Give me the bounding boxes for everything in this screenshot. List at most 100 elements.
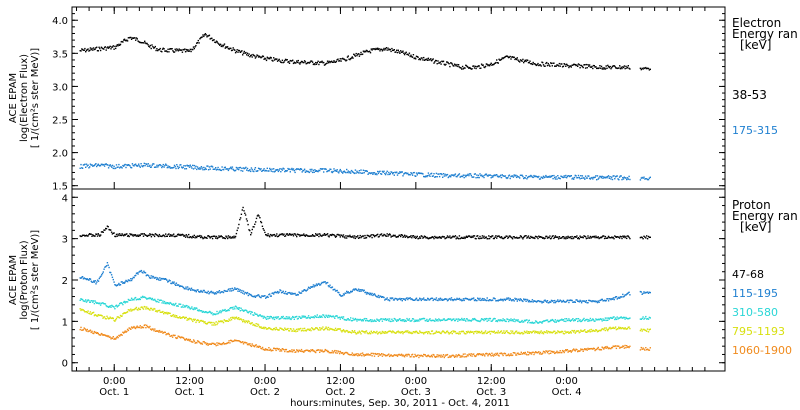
- data-point: [237, 167, 239, 169]
- data-point: [605, 237, 607, 239]
- data-point: [198, 309, 200, 311]
- data-point: [169, 335, 171, 337]
- data-point: [545, 319, 547, 322]
- data-point: [507, 354, 509, 356]
- data-point: [518, 331, 520, 334]
- data-point: [558, 331, 561, 334]
- data-point: [325, 168, 327, 170]
- data-point: [559, 65, 561, 67]
- data-point: [212, 342, 214, 345]
- data-point: [593, 65, 595, 67]
- data-point: [162, 47, 164, 49]
- data-point: [304, 315, 307, 318]
- data-point: [338, 234, 341, 236]
- data-point: [213, 343, 216, 345]
- data-point: [107, 164, 109, 166]
- data-point: [348, 353, 350, 356]
- data-point: [235, 166, 238, 169]
- data-point: [91, 312, 93, 314]
- data-point: [601, 68, 603, 70]
- data-point: [353, 319, 355, 321]
- data-point: [223, 44, 225, 46]
- data-point: [610, 68, 612, 70]
- data-point: [398, 353, 400, 356]
- data-point: [128, 299, 130, 301]
- data-point: [600, 236, 603, 239]
- data-point: [183, 165, 185, 167]
- data-point: [619, 297, 621, 299]
- data-point: [193, 340, 196, 342]
- data-point: [217, 237, 219, 239]
- data-point: [82, 300, 85, 302]
- data-point: [550, 176, 552, 178]
- data-point: [473, 331, 476, 333]
- data-point: [412, 172, 415, 174]
- data-point: [193, 164, 195, 167]
- data-point: [154, 298, 156, 301]
- data-point: [245, 292, 247, 294]
- data-point: [415, 319, 418, 321]
- data-point: [300, 350, 302, 352]
- data-point: [203, 34, 206, 36]
- data-point: [198, 291, 201, 293]
- data-point: [143, 305, 145, 308]
- data-point: [437, 236, 439, 238]
- data-point: [229, 307, 231, 310]
- data-point: [484, 318, 486, 320]
- data-point: [242, 310, 245, 312]
- data-point: [511, 332, 513, 334]
- data-point: [295, 168, 297, 171]
- data-point: [501, 353, 503, 355]
- data-point: [485, 332, 488, 335]
- data-point: [168, 303, 170, 305]
- data-point: [531, 63, 534, 66]
- data-point: [583, 235, 585, 237]
- data-point: [219, 320, 221, 323]
- data-point: [254, 344, 257, 347]
- data-point: [473, 355, 476, 357]
- data-point: [521, 331, 523, 334]
- data-point: [493, 330, 495, 332]
- data-point: [311, 286, 314, 288]
- data-point: [325, 233, 327, 236]
- data-point: [429, 175, 431, 177]
- data-point: [534, 237, 536, 240]
- data-point: [109, 271, 111, 274]
- data-point: [523, 352, 525, 354]
- data-point: [108, 317, 111, 320]
- data-point: [386, 332, 388, 334]
- data-point: [498, 175, 500, 177]
- data-point: [113, 319, 115, 322]
- data-point: [230, 319, 233, 321]
- data-point: [265, 58, 267, 60]
- data-point: [468, 353, 470, 355]
- data-point: [617, 67, 619, 69]
- data-point: [305, 170, 307, 172]
- data-point: [89, 163, 92, 165]
- data-point: [127, 234, 130, 237]
- data-point: [399, 297, 401, 300]
- data-point: [241, 289, 243, 292]
- data-point: [342, 330, 344, 332]
- data-point: [560, 351, 562, 354]
- data-point: [339, 58, 341, 60]
- data-point: [373, 293, 375, 296]
- data-point: [417, 332, 419, 334]
- data-point: [170, 235, 172, 237]
- data-point: [267, 318, 269, 320]
- data-point: [269, 167, 271, 170]
- data-point: [553, 320, 555, 322]
- data-point: [615, 296, 617, 298]
- data-point: [294, 316, 296, 318]
- data-point: [118, 282, 120, 285]
- data-point: [643, 291, 645, 293]
- data-point: [395, 172, 397, 174]
- data-point: [219, 169, 222, 171]
- data-point: [342, 352, 344, 354]
- data-point: [220, 343, 222, 345]
- data-point: [118, 234, 120, 237]
- data-point: [474, 331, 476, 333]
- data-point: [90, 313, 92, 315]
- data-point: [460, 319, 462, 321]
- data-point: [531, 236, 534, 238]
